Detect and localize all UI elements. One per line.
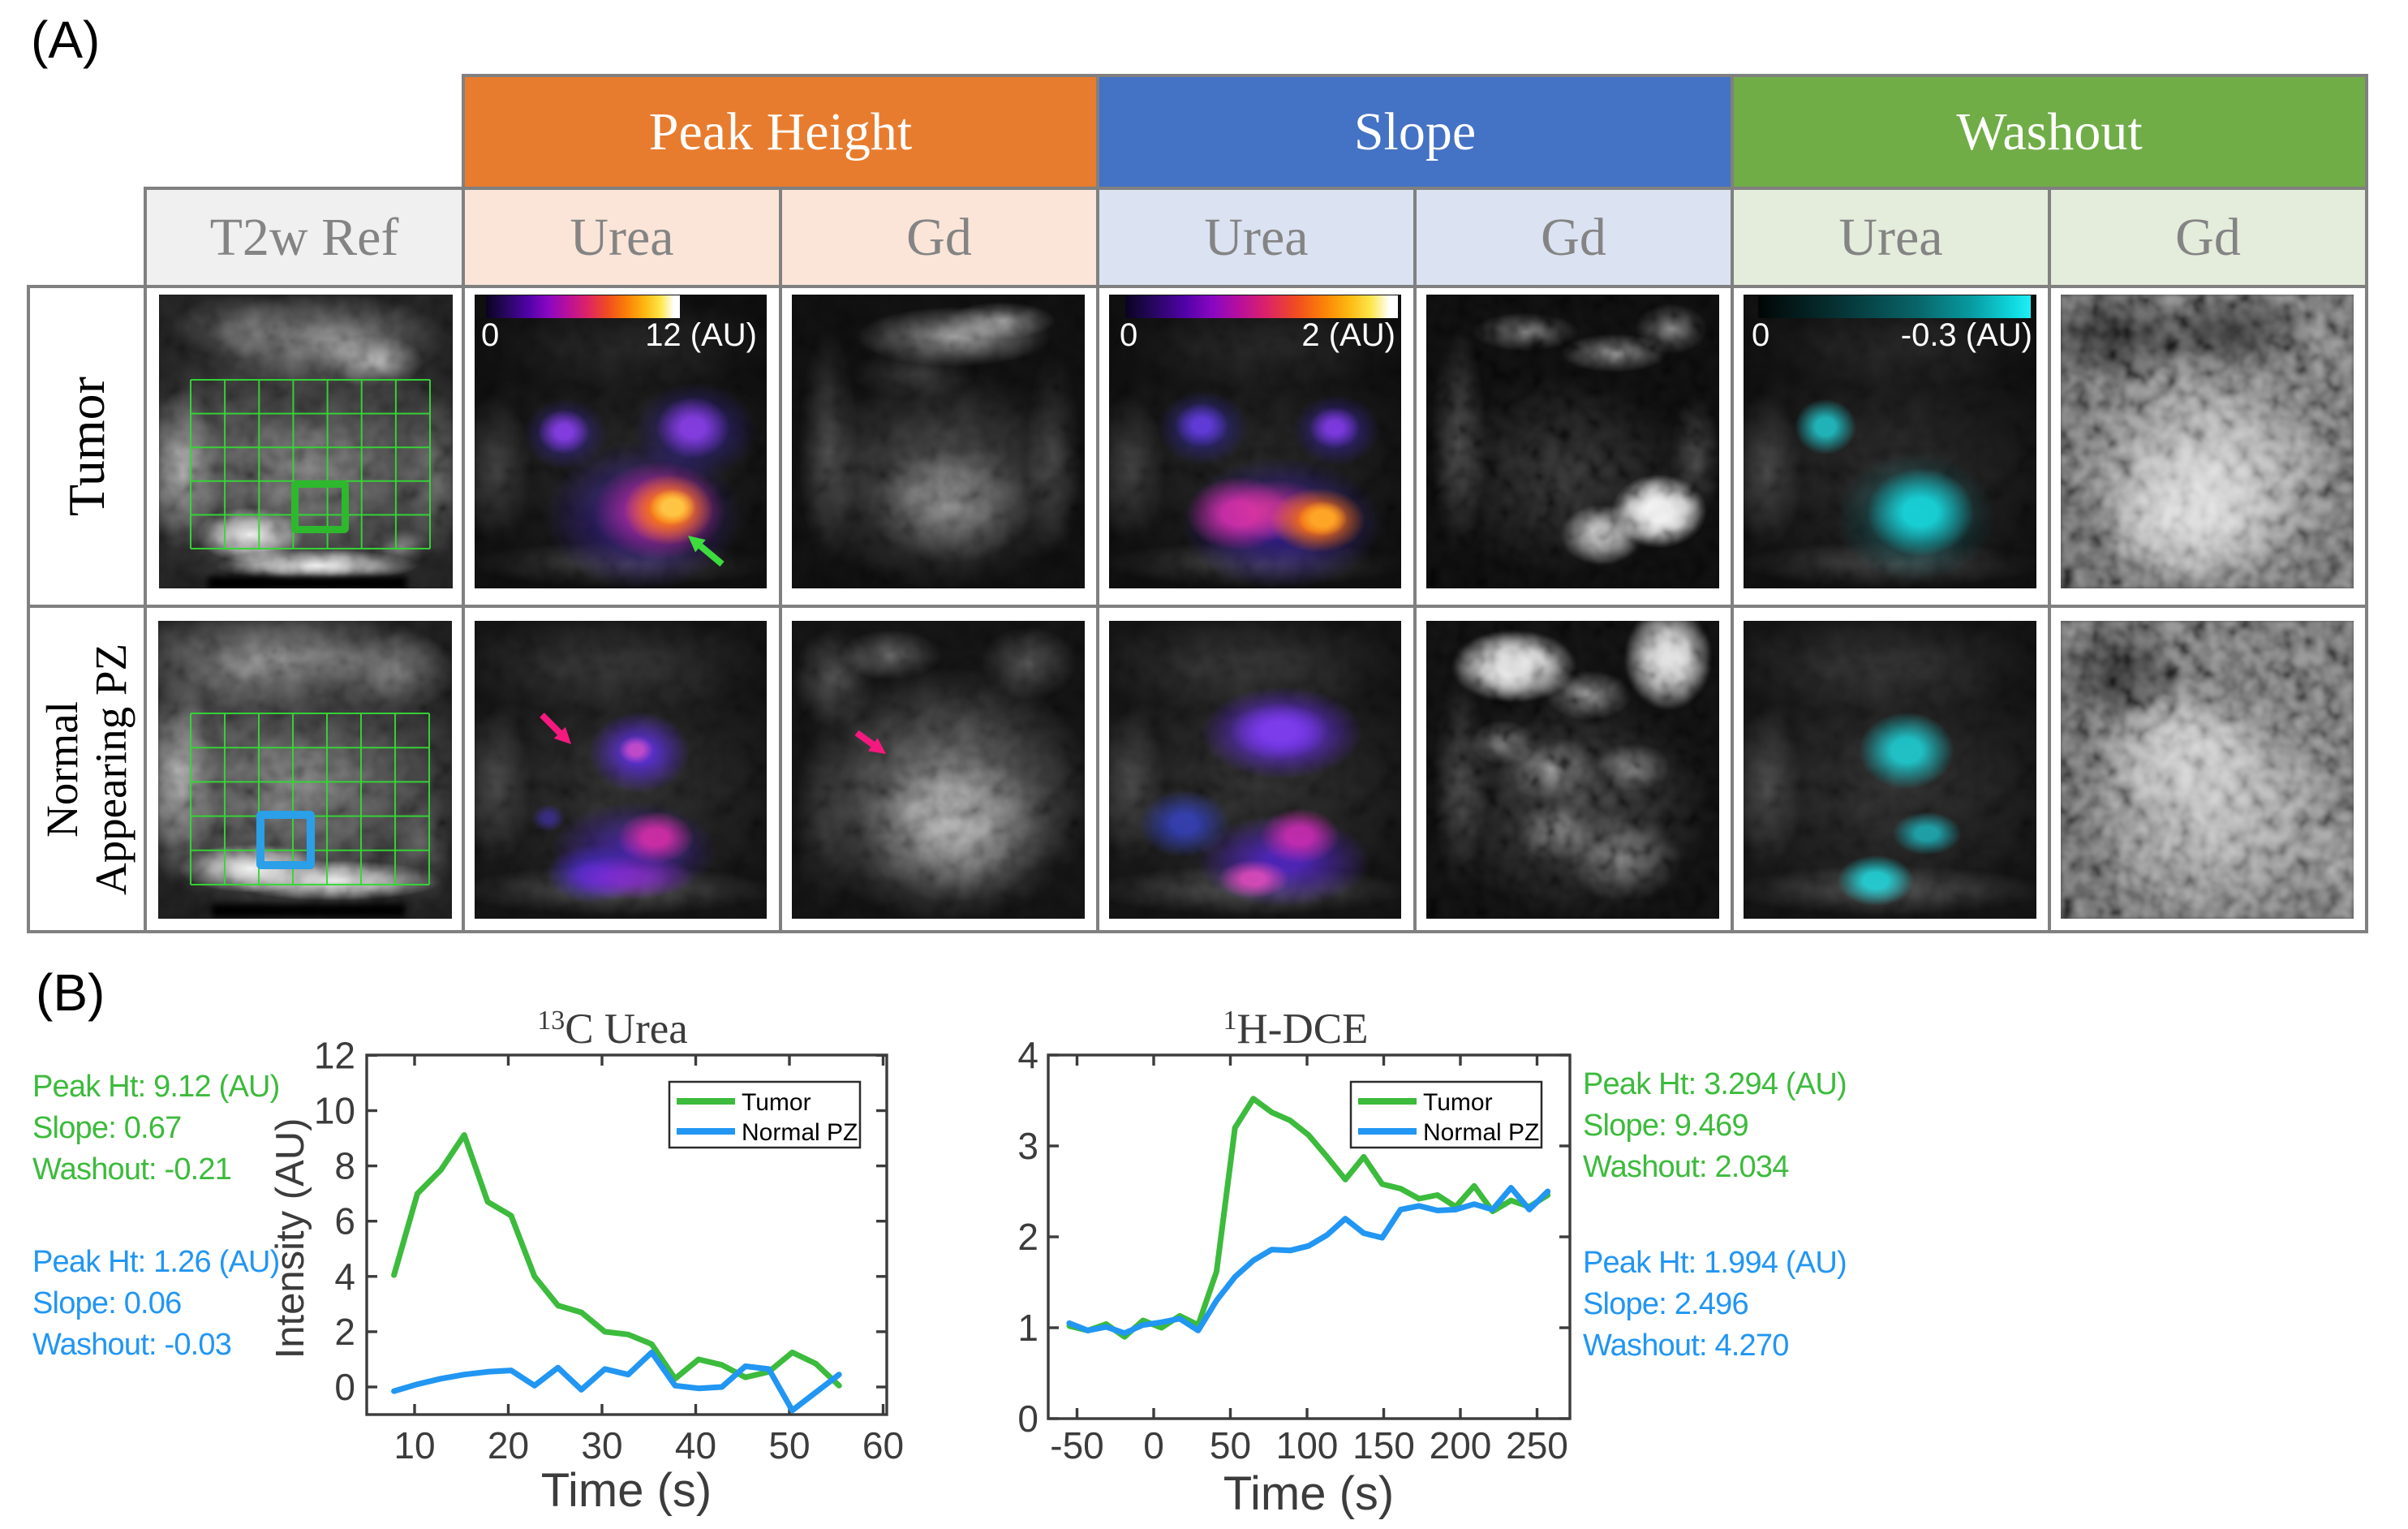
svg-text:Washout: -0.21: Washout: -0.21 [32, 1152, 231, 1187]
svg-text:50: 50 [768, 1424, 810, 1467]
svg-text:0: 0 [1143, 1424, 1164, 1467]
svg-text:13C Urea: 13C Urea [537, 1006, 688, 1053]
svg-text:Washout: 2.034: Washout: 2.034 [1583, 1150, 1789, 1184]
svg-text:Slope: 2.496: Slope: 2.496 [1583, 1287, 1748, 1321]
svg-text:Normal PZ: Normal PZ [742, 1119, 858, 1146]
svg-text:0: 0 [1017, 1398, 1038, 1440]
svg-text:Peak Ht: 1.26 (AU): Peak Ht: 1.26 (AU) [32, 1245, 280, 1279]
svg-text:Time (s): Time (s) [541, 1464, 712, 1517]
svg-text:30: 30 [581, 1424, 622, 1467]
svg-text:4: 4 [1017, 1034, 1038, 1076]
svg-text:10: 10 [314, 1090, 355, 1132]
svg-text:Normal PZ: Normal PZ [1423, 1119, 1539, 1146]
svg-text:50: 50 [1210, 1424, 1251, 1467]
svg-text:6: 6 [334, 1200, 355, 1243]
svg-text:100: 100 [1276, 1424, 1339, 1467]
svg-text:200: 200 [1430, 1424, 1492, 1467]
svg-text:Tumor: Tumor [1423, 1089, 1493, 1116]
svg-text:-50: -50 [1050, 1424, 1103, 1467]
svg-text:1H-DCE: 1H-DCE [1223, 1006, 1369, 1053]
svg-text:Peak Ht: 3.294 (AU): Peak Ht: 3.294 (AU) [1583, 1067, 1847, 1101]
svg-text:Peak Ht: 9.12 (AU): Peak Ht: 9.12 (AU) [32, 1070, 280, 1104]
svg-text:3: 3 [1017, 1125, 1038, 1167]
svg-text:Washout: 4.270: Washout: 4.270 [1583, 1329, 1789, 1363]
svg-text:Intensity (AU): Intensity (AU) [269, 1118, 312, 1359]
svg-text:10: 10 [393, 1424, 435, 1467]
svg-text:250: 250 [1506, 1424, 1568, 1467]
svg-text:40: 40 [675, 1424, 716, 1467]
svg-text:20: 20 [488, 1424, 529, 1467]
svg-text:8: 8 [334, 1145, 355, 1187]
svg-text:0: 0 [334, 1366, 355, 1408]
svg-text:150: 150 [1352, 1424, 1415, 1467]
svg-text:12: 12 [314, 1034, 355, 1076]
svg-text:Slope: 9.469: Slope: 9.469 [1583, 1109, 1748, 1143]
svg-text:Tumor: Tumor [742, 1089, 811, 1116]
svg-text:4: 4 [334, 1256, 355, 1298]
svg-text:Time (s): Time (s) [1223, 1467, 1394, 1520]
svg-text:1: 1 [1017, 1307, 1038, 1349]
svg-text:Slope: 0.67: Slope: 0.67 [32, 1111, 181, 1145]
svg-text:Peak Ht: 1.994 (AU): Peak Ht: 1.994 (AU) [1583, 1246, 1847, 1280]
svg-text:2: 2 [334, 1311, 355, 1353]
svg-text:Washout: -0.03: Washout: -0.03 [32, 1328, 231, 1362]
svg-text:60: 60 [862, 1424, 904, 1467]
svg-text:Slope: 0.06: Slope: 0.06 [32, 1286, 181, 1320]
svg-text:2: 2 [1017, 1216, 1038, 1258]
